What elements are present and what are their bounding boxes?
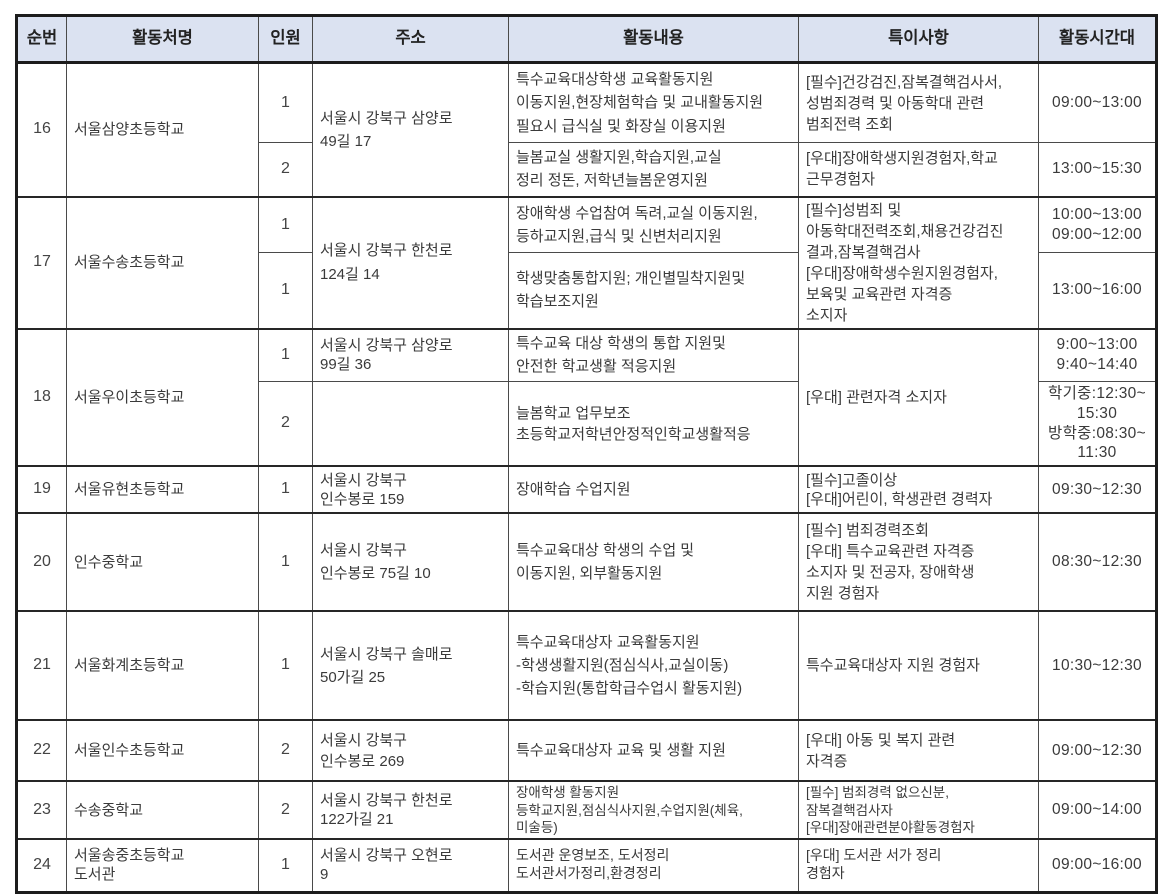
cell-school: 서울화계초등학교 [66, 610, 259, 721]
cell-time: 09:00~12:30 [1038, 719, 1157, 782]
cell-no: 19 [16, 465, 67, 514]
col-header-place: 활동처명 [66, 15, 259, 64]
col-header-note: 특이사항 [798, 15, 1039, 64]
cell-no: 16 [16, 61, 67, 197]
cell-time: 09:30~12:30 [1038, 465, 1157, 514]
table-row: 22 서울인수초등학교 2 서울시 강북구 인수봉로 269 특수교육대상자 교… [16, 719, 1157, 782]
cell-address: 서울시 강북구 삼양로 99길 36 [312, 327, 509, 382]
cell-note: 특수교육대상자 지원 경험자 [798, 610, 1039, 721]
cell-content: 특수교육대상자 교육 및 생활 지원 [508, 719, 799, 782]
cell-content: 학생맞춤통합지원; 개인별밀착지원및 학습보조지원 [508, 252, 799, 329]
col-header-content: 활동내용 [508, 15, 799, 64]
cell-count: 2 [258, 381, 313, 467]
cell-no: 17 [16, 195, 67, 329]
cell-count: 2 [258, 719, 313, 782]
col-header-no: 순번 [16, 15, 67, 64]
cell-note: [필수]건강검진,잠복결핵검사서, 성범죄경력 및 아동학대 관련 범죄전력 조… [798, 61, 1039, 143]
cell-school: 수송중학교 [66, 780, 259, 840]
cell-note: [필수] 범죄경력조회 [우대] 특수교육관련 자격증 소지자 및 전공자, 장… [798, 512, 1039, 612]
cell-count: 1 [258, 465, 313, 514]
cell-content: 특수교육대상학생 교육활동지원 이동지원,현장체험학습 및 교내활동지원 필요시… [508, 61, 799, 143]
cell-school: 서울삼양초등학교 [66, 61, 259, 197]
cell-time: 13:00~16:00 [1038, 252, 1157, 329]
cell-address: 서울시 강북구 한천로 122가길 21 [312, 780, 509, 840]
cell-no: 24 [16, 838, 67, 893]
cell-content: 늘봄학교 업무보조 초등학교저학년안정적인학교생활적응 [508, 381, 799, 467]
table-row: 23 수송중학교 2 서울시 강북구 한천로 122가길 21 장애학생 활동지… [16, 780, 1157, 840]
col-header-time: 활동시간대 [1038, 15, 1157, 64]
cell-content: 장애학생 수업참여 독려,교실 이동지원, 등하교지원,급식 및 신변처리지원 [508, 195, 799, 254]
cell-count: 1 [258, 195, 313, 254]
table-row: 18 서울우이초등학교 1 서울시 강북구 삼양로 99길 36 특수교육 대상… [16, 327, 1157, 467]
cell-time: 10:30~12:30 [1038, 610, 1157, 721]
cell-no: 18 [16, 327, 67, 467]
cell-no: 22 [16, 719, 67, 782]
cell-count: 1 [258, 252, 313, 329]
cell-count: 1 [258, 838, 313, 893]
cell-time: 13:00~15:30 [1038, 142, 1157, 197]
cell-address: 서울시 강북구 인수봉로 159 [312, 465, 509, 514]
table-row: 21 서울화계초등학교 1 서울시 강북구 솔매로 50가길 25 특수교육대상… [16, 610, 1157, 721]
cell-no: 23 [16, 780, 67, 840]
cell-content: 도서관 운영보조, 도서정리 도서관서가정리,환경정리 [508, 838, 799, 893]
cell-content: 특수교육 대상 학생의 통합 지원및 안전한 학교생활 적응지원 [508, 327, 799, 382]
table-row: 24 서울송중초등학교 도서관 1 서울시 강북구 오현로 9 도서관 운영보조… [16, 838, 1157, 893]
cell-address: 서울시 강북구 인수봉로 269 [312, 719, 509, 782]
cell-address: 서울시 강북구 오현로 9 [312, 838, 509, 893]
cell-count: 1 [258, 61, 313, 143]
cell-time: 09:00~16:00 [1038, 838, 1157, 893]
cell-note: [필수]성범죄 및 아동학대전력조회,채용건강검진 결과,잠복결핵검사 [우대]… [798, 195, 1039, 329]
cell-note: [필수] 범죄경력 없으신분, 잠복결핵검사자 [우대]장애관련분야활동경험자 [798, 780, 1039, 840]
activity-roster-table: 순번 활동처명 인원 주소 활동내용 특이사항 활동시간대 16 서울삼양초등학… [15, 14, 1158, 894]
table-row: 19 서울유현초등학교 1 서울시 강북구 인수봉로 159 장애학습 수업지원… [16, 465, 1157, 514]
cell-address: 서울시 강북구 솔매로 50가길 25 [312, 610, 509, 721]
table-row: 16 서울삼양초등학교 1 서울시 강북구 삼양로 49길 17 특수교육대상학… [16, 61, 1157, 197]
cell-content: 늘봄교실 생활지원,학습지원,교실 정리 정돈, 저학년늘봄운영지원 [508, 142, 799, 197]
cell-school: 서울인수초등학교 [66, 719, 259, 782]
cell-content: 특수교육대상 학생의 수업 및 이동지원, 외부활동지원 [508, 512, 799, 612]
cell-address: 서울시 강북구 한천로 124길 14 [312, 195, 509, 329]
cell-count: 2 [258, 780, 313, 840]
cell-address: 서울시 강북구 삼양로 49길 17 [312, 61, 509, 197]
cell-count: 1 [258, 512, 313, 612]
cell-count: 1 [258, 327, 313, 382]
cell-no: 20 [16, 512, 67, 612]
cell-school: 서울우이초등학교 [66, 327, 259, 467]
table-row: 20 인수중학교 1 서울시 강북구 인수봉로 75길 10 특수교육대상 학생… [16, 512, 1157, 612]
cell-school: 서울송중초등학교 도서관 [66, 838, 259, 893]
cell-time: 학기중:12:30~ 15:30 방학중:08:30~ 11:30 [1038, 381, 1157, 467]
cell-time: 09:00~13:00 [1038, 61, 1157, 143]
cell-time: 08:30~12:30 [1038, 512, 1157, 612]
cell-note: [우대]장애학생지원경험자,학교 근무경험자 [798, 142, 1039, 197]
table-row: 2 늘봄교실 생활지원,학습지원,교실 정리 정돈, 저학년늘봄운영지원 [우대… [17, 142, 1157, 197]
header-row: 순번 활동처명 인원 주소 활동내용 특이사항 활동시간대 [16, 15, 1157, 64]
table-header: 순번 활동처명 인원 주소 활동내용 특이사항 활동시간대 [16, 15, 1157, 64]
cell-count: 1 [258, 610, 313, 721]
cell-school: 서울유현초등학교 [66, 465, 259, 514]
cell-time: 9:00~13:00 9:40~14:40 [1038, 327, 1157, 382]
cell-no: 21 [16, 610, 67, 721]
table-row: 17 서울수송초등학교 1 서울시 강북구 한천로 124길 14 장애학생 수… [16, 195, 1157, 329]
cell-school: 서울수송초등학교 [66, 195, 259, 329]
cell-address [312, 381, 509, 467]
cell-content: 장애학생 활동지원 등학교지원,점심식사지원,수업지원(체육, 미술등) [508, 780, 799, 840]
col-header-count: 인원 [258, 15, 313, 64]
cell-address: 서울시 강북구 인수봉로 75길 10 [312, 512, 509, 612]
cell-school: 인수중학교 [66, 512, 259, 612]
cell-time: 10:00~13:00 09:00~12:00 [1038, 195, 1157, 254]
cell-note: [우대] 관련자격 소지자 [798, 327, 1039, 467]
cell-count: 2 [258, 142, 313, 197]
table-row: 1 학생맞춤통합지원; 개인별밀착지원및 학습보조지원 13:00~16:00 [17, 252, 1157, 329]
cell-content: 장애학습 수업지원 [508, 465, 799, 514]
cell-note: [우대] 아동 및 복지 관련 자격증 [798, 719, 1039, 782]
cell-content: 특수교육대상자 교육활동지원 -학생생활지원(점심식사,교실이동) -학습지원(… [508, 610, 799, 721]
cell-time: 09:00~14:00 [1038, 780, 1157, 840]
col-header-address: 주소 [312, 15, 509, 64]
cell-note: [필수]고졸이상 [우대]어린이, 학생관련 경력자 [798, 465, 1039, 514]
table-row: 2 늘봄학교 업무보조 초등학교저학년안정적인학교생활적응 학기중:12:30~… [17, 381, 1157, 467]
cell-note: [우대] 도서관 서가 정리 경험자 [798, 838, 1039, 893]
